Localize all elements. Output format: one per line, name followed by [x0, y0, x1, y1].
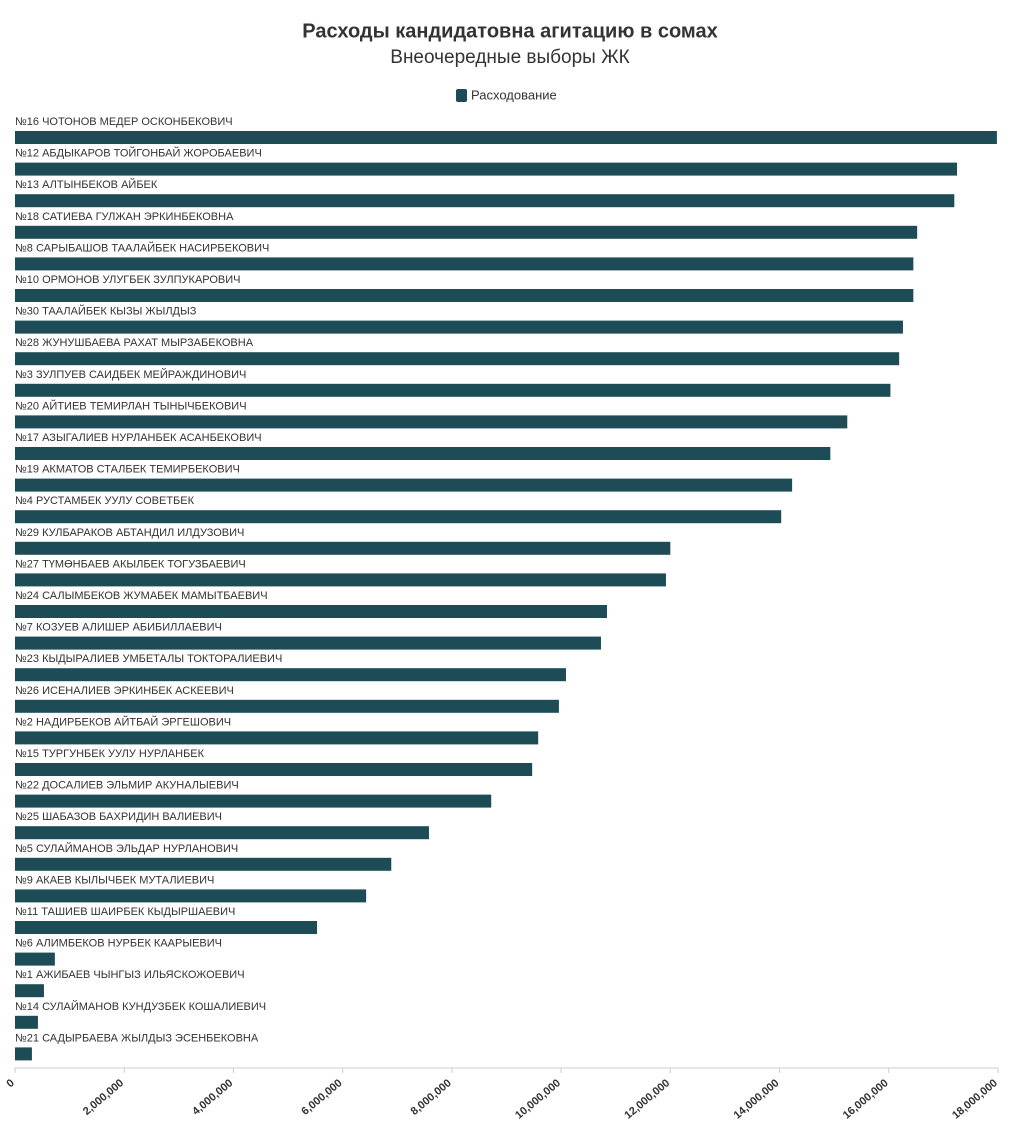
bar	[15, 984, 44, 998]
bar	[15, 257, 914, 271]
x-tick-label: 4,000,000	[190, 1077, 235, 1118]
bar	[15, 225, 918, 239]
x-tick-label: 10,000,000	[513, 1077, 563, 1119]
category-label: №9 АКАЕВ КЫЛЫЧБЕК МУТАЛИЕВИЧ	[15, 874, 214, 886]
bar	[15, 889, 367, 903]
legend-swatch	[456, 89, 467, 102]
chart-title: Расходы кандидатовна агитацию в сомах	[302, 20, 717, 42]
x-tick-label: 12,000,000	[622, 1077, 672, 1119]
chart-subtitle: Внеочередные выборы ЖК	[390, 47, 629, 68]
bar	[15, 510, 782, 524]
bar	[15, 1047, 32, 1061]
category-label: №26 ИСЕНАЛИЕВ ЭРКИНБЕК АСКЕЕВИЧ	[15, 685, 234, 697]
category-label: №14 СУЛАЙМАНОВ КУНДУЗБЕК КОШАЛИЕВИЧ	[15, 1000, 266, 1013]
category-label: №29 КУЛБАРАКОВ АБТАНДИЛ ИЛДУЗОВИЧ	[15, 527, 244, 539]
x-tick-label: 2,000,000	[81, 1077, 126, 1118]
category-label: №18 САТИЕВА ГУЛЖАН ЭРКИНБЕКОВНА	[15, 211, 234, 223]
bar	[15, 320, 903, 334]
category-label: №4 РУСТАМБЕК УУЛУ СОВЕТБЕК	[15, 495, 195, 507]
category-label: №3 ЗУЛПУЕВ САИДБЕК МЕЙРАЖДИНОВИЧ	[15, 368, 246, 381]
category-label: №27 ТҮМӨНБАЕВ АКЫЛБЕК ТОГУЗБАЕВИЧ	[15, 558, 246, 570]
bar	[15, 162, 958, 176]
bar	[15, 352, 900, 366]
bar	[15, 699, 559, 713]
bar	[15, 763, 533, 776]
category-label: №21 САДЫРБАЕВА ЖЫЛДЫЗ ЭСЕНБЕКОВНА	[15, 1032, 259, 1044]
bar	[15, 794, 492, 808]
bar	[15, 636, 601, 650]
legend-label: Расходование	[471, 87, 557, 102]
bar	[15, 952, 55, 966]
category-label: №17 АЗЫГАЛИЕВ НУРЛАНБЕК АСАНБЕКОВИЧ	[15, 432, 262, 444]
category-label: №13 АЛТЫНБЕКОВ АЙБЕК	[15, 178, 158, 191]
category-label: №7 КОЗУЕВ АЛИШЕР АБИБИЛЛАЕВИЧ	[15, 622, 222, 634]
category-label: №10 ОРМОНОВ УЛУГБЕК ЗУЛПУКАРОВИЧ	[15, 274, 241, 286]
bar	[15, 131, 997, 144]
category-label: №20 АЙТИЕВ ТЕМИРЛАН ТЫНЫЧБЕКОВИЧ	[15, 399, 247, 412]
category-label: №23 КЫДЫРАЛИЕВ УМБЕТАЛЫ ТОКТОРАЛИЕВИЧ	[15, 653, 282, 665]
category-label: №22 ДОСАЛИЕВ ЭЛЬМИР АКУНАЛЫЕВИЧ	[15, 780, 239, 792]
bar	[15, 383, 891, 397]
category-label: №6 АЛИМБЕКОВ НУРБЕК КААРЫЕВИЧ	[15, 938, 222, 950]
bar	[15, 415, 848, 429]
x-tick-label: 0	[5, 1077, 17, 1090]
category-label: №5 СУЛАЙМАНОВ ЭЛЬДАР НУРЛАНОВИЧ	[15, 842, 238, 855]
bar	[15, 541, 671, 555]
category-label: №28 ЖУНУШБАЕВА РАХАТ МЫРЗАБЕКОВНА	[15, 337, 254, 349]
category-label: №15 ТУРГУНБЕК УУЛУ НУРЛАНБЕК	[15, 748, 205, 760]
category-label: №16 ЧОТОНОВ МЕДЕР ОСКОНБЕКОВИЧ	[15, 116, 233, 128]
bar	[15, 447, 831, 460]
bar	[15, 1015, 38, 1029]
x-tick-label: 16,000,000	[841, 1077, 891, 1119]
category-label: №30 ТААЛАЙБЕК КЫЗЫ ЖЫЛДЫЗ	[15, 305, 197, 318]
bar	[15, 478, 793, 492]
category-label: №1 АЖИБАЕВ ЧЫНГЫЗ ИЛЬЯСКОЖОЕВИЧ	[15, 969, 245, 981]
category-label: №19 АКМАТОВ СТАЛБЕК ТЕМИРБЕКОВИЧ	[15, 464, 240, 476]
bar	[15, 826, 429, 840]
x-tick-label: 8,000,000	[409, 1077, 454, 1118]
bar	[15, 857, 392, 871]
x-tick-label: 18,000,000	[950, 1077, 1000, 1119]
category-label: №25 ШАБАЗОВ БАХРИДИН ВАЛИЕВИЧ	[15, 811, 222, 823]
bar	[15, 573, 666, 587]
category-label: №12 АБДЫКАРОВ ТОЙГОНБАЙ ЖОРОБАЕВИЧ	[15, 147, 262, 160]
bar	[15, 668, 567, 682]
category-label: №24 САЛЫМБЕКОВ ЖУМАБЕК МАМЫТБАЕВИЧ	[15, 590, 268, 602]
category-label: №11 ТАШИЕВ ШАИРБЕК КЫДЫРШАЕВИЧ	[15, 906, 235, 918]
category-label: №8 САРЫБАШОВ ТААЛАЙБЕК НАСИРБЕКОВИЧ	[15, 241, 269, 254]
bar	[15, 289, 914, 302]
x-tick-label: 6,000,000	[299, 1077, 344, 1118]
bar	[15, 921, 317, 934]
bar	[15, 605, 607, 618]
bar	[15, 731, 539, 745]
category-label: №2 НАДИРБЕКОВ АЙТБАЙ ЭРГЕШОВИЧ	[15, 715, 231, 728]
x-tick-label: 14,000,000	[732, 1077, 782, 1119]
bar	[15, 194, 955, 208]
